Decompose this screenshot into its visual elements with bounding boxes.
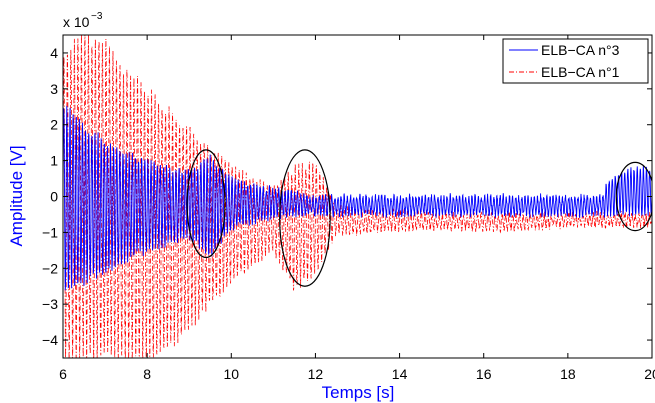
y-tick-label: 1 — [50, 153, 58, 169]
y-exponent-power: −3 — [91, 11, 103, 22]
x-tick-label: 12 — [308, 366, 324, 382]
x-tick-label: 16 — [476, 366, 492, 382]
x-tick-label: 6 — [59, 366, 67, 382]
y-tick-label: 2 — [50, 117, 58, 133]
legend: ELB−CA n°3 ELB−CA n°1 — [502, 38, 649, 84]
x-tick-label: 14 — [392, 366, 408, 382]
legend-label-blue: ELB−CA n°3 — [541, 42, 620, 58]
y-tick-label: −3 — [42, 296, 58, 312]
y-tick-label: −4 — [42, 332, 58, 348]
legend-label-red: ELB−CA n°1 — [541, 64, 620, 80]
y-axis-label: Amplitude [V] — [7, 145, 26, 246]
annotation-ellipse-2 — [279, 149, 331, 287]
annotation-ellipse-3 — [615, 161, 652, 232]
y-tick-label: −1 — [42, 224, 58, 240]
y-tick-label: −2 — [42, 260, 58, 276]
x-tick-label: 18 — [560, 366, 576, 382]
y-exponent-base: x 10 — [63, 14, 90, 30]
series-line-elb-ca-3 — [63, 105, 652, 291]
x-axis-label: Temps [s] — [322, 383, 395, 402]
legend-box — [502, 38, 649, 84]
x-tick-label: 10 — [223, 366, 239, 382]
x-tick-label: 8 — [143, 366, 151, 382]
y-tick-label: 3 — [50, 81, 58, 97]
series-layer — [63, 35, 652, 358]
x-tick-label: 20 — [644, 366, 655, 382]
y-tick-label: 0 — [50, 189, 58, 205]
annotation-layer — [186, 149, 652, 287]
y-tick-label: 4 — [50, 45, 58, 61]
annotation-ellipse-1 — [186, 149, 226, 259]
